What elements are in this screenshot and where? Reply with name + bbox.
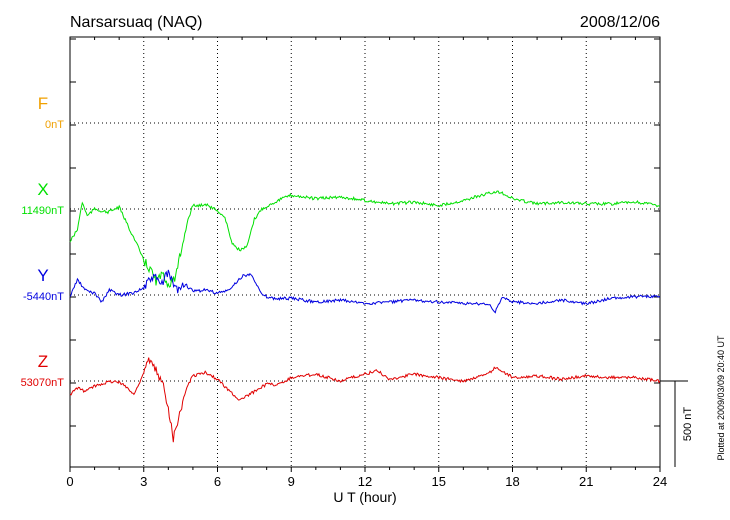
- x-tick-label: 24: [653, 474, 667, 489]
- series-name-Y: Y: [37, 266, 48, 285]
- scale-bar: 500 nT: [660, 380, 694, 467]
- x-tick-label: 3: [140, 474, 147, 489]
- component-labels: F 0nT X 11490nT Y -5440nT Z 53070nT: [21, 94, 65, 389]
- scale-bar-label: 500 nT: [682, 407, 694, 442]
- series-name-Z: Z: [38, 352, 48, 371]
- chart-date: 2008/12/06: [580, 14, 660, 31]
- series-baseline-Y: -5440nT: [23, 291, 64, 303]
- x-tick-label: 6: [214, 474, 221, 489]
- traces: [69, 190, 661, 443]
- series-name-X: X: [37, 180, 48, 199]
- x-tick-label: 18: [505, 474, 519, 489]
- x-axis-ticks: 0 3 6 9 12 15 18 21 24: [66, 37, 667, 489]
- x-tick-label: 15: [432, 474, 446, 489]
- chart-title: Narsarsuaq (NAQ): [70, 14, 202, 31]
- x-axis-label: U T (hour): [333, 489, 396, 505]
- grid-lines: [70, 37, 660, 467]
- series-baseline-X: 11490nT: [21, 205, 64, 217]
- x-tick-label: 0: [66, 474, 73, 489]
- series-baseline-F: 0nT: [45, 119, 64, 131]
- series-baseline-Z: 53070nT: [21, 377, 65, 389]
- plotted-note: Plotted at 2009/03/09 20:40 UT: [716, 335, 726, 461]
- x-tick-label: 9: [288, 474, 295, 489]
- x-tick-label: 12: [358, 474, 372, 489]
- trace-X: [69, 190, 661, 289]
- x-tick-label: 21: [579, 474, 593, 489]
- trace-Z: [69, 357, 661, 443]
- series-name-F: F: [38, 94, 48, 113]
- trace-Y: [69, 269, 661, 314]
